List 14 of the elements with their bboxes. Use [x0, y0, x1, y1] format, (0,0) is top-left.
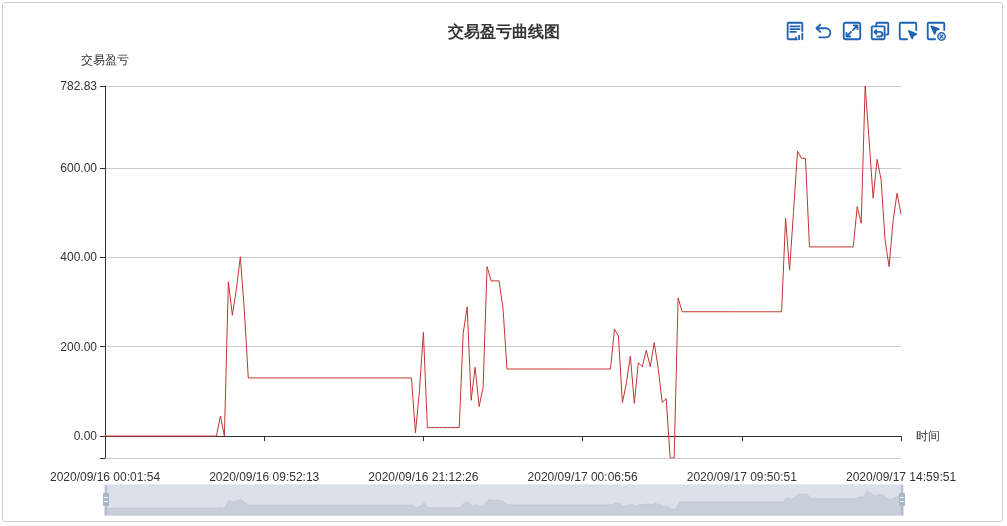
y-tick-label: 782.83: [60, 79, 98, 93]
x-tick-label: 2020/09/17 00:06:56: [527, 470, 638, 484]
y-tick-label: 200.00: [60, 339, 98, 354]
x-tick-label: 2020/09/16 00:01:54: [49, 470, 161, 484]
x-tick-label: 2020/09/17 14:59:51: [845, 470, 957, 484]
y-axis-title: 交易盈亏: [81, 53, 129, 67]
y-tick-label: 600.00: [60, 160, 98, 175]
chart-title: 交易盈亏曲线图: [446, 21, 560, 40]
x-axis-title: 时间: [916, 429, 940, 444]
x-tick-label: 2020/09/16 09:52:13: [209, 470, 320, 484]
x-tick-label: 2020/09/16 21:12:26: [368, 470, 479, 484]
x-tick-label: 2020/09/17 09:50:51: [686, 470, 798, 484]
y-tick-label: 0.00: [73, 429, 98, 444]
y-tick-label: 400.00: [60, 250, 98, 265]
